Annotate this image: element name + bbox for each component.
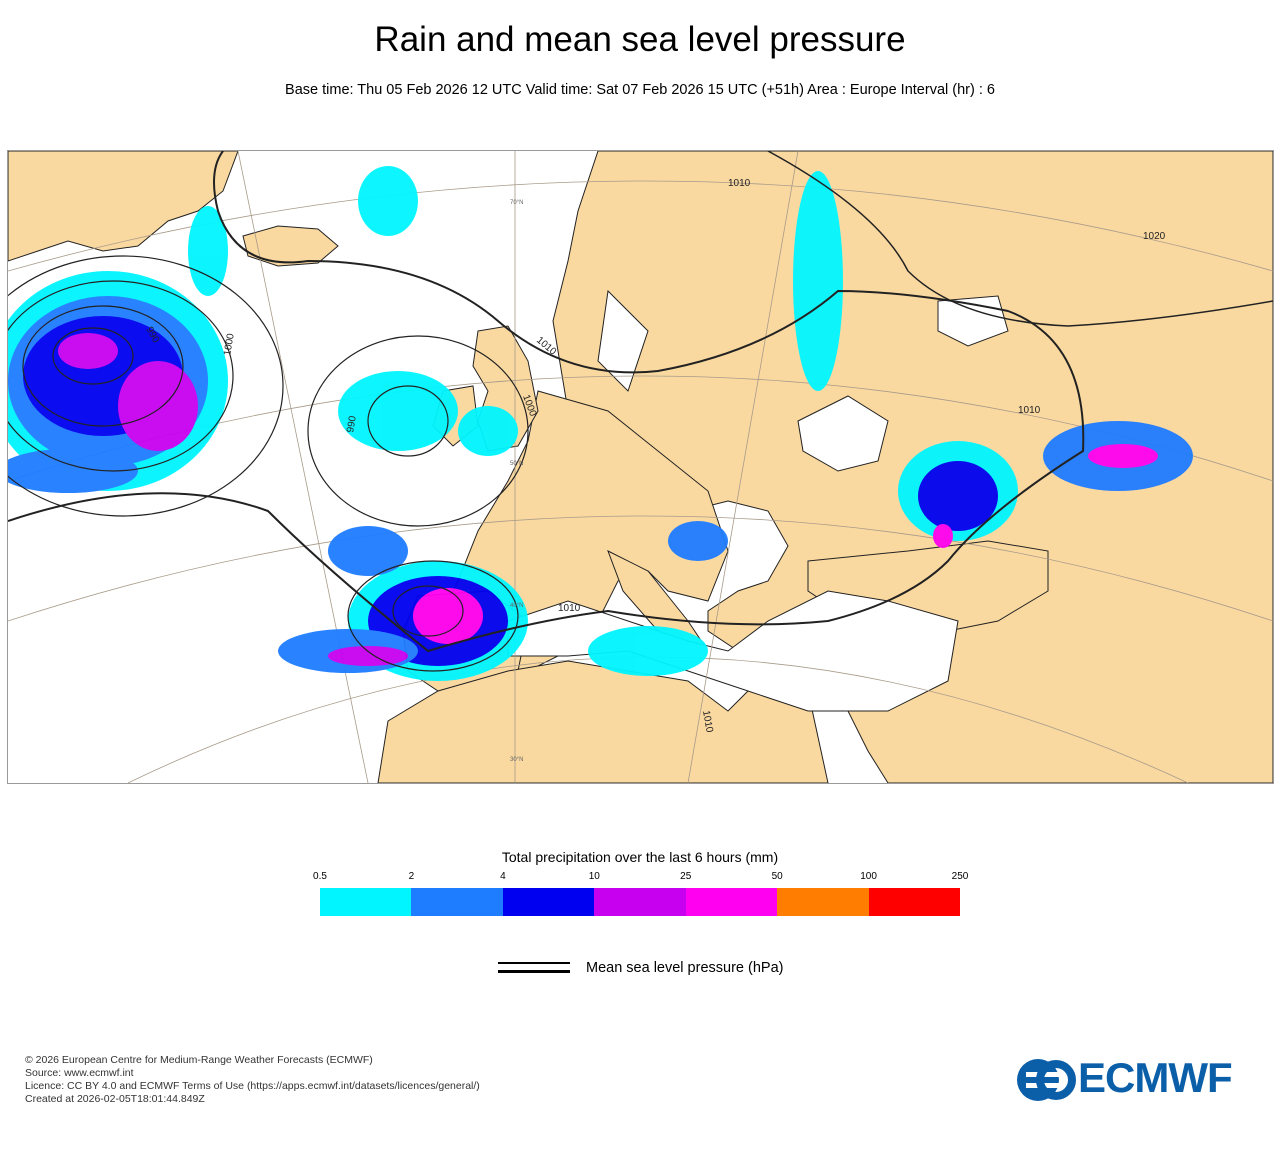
- mslp-label: Mean sea level pressure (hPa): [586, 960, 784, 976]
- contour-label: 990: [345, 415, 359, 434]
- map-subtitle: Base time: Thu 05 Feb 2026 12 UTC Valid …: [285, 82, 995, 98]
- isobar-layer: [8, 151, 1273, 672]
- colorbar-segment: [502, 888, 595, 916]
- legend-title: Total precipitation over the last 6 hour…: [501, 849, 779, 865]
- land-iceland: [242, 225, 339, 267]
- colorbar-segment: [777, 888, 869, 916]
- colorbar-segment: [411, 888, 503, 916]
- tick-label: 0.5: [313, 871, 327, 882]
- contour-label: 1010: [1018, 405, 1041, 416]
- tick-label: 4: [500, 871, 506, 882]
- tick-label: 25: [680, 871, 692, 882]
- tick-label: 250: [951, 871, 969, 882]
- precip-italy: [588, 626, 708, 676]
- tick-label: 10: [588, 871, 600, 882]
- copyright-text: © 2026 European Centre for Medium-Range …: [25, 1054, 373, 1066]
- lat-label: 40°N: [510, 603, 523, 609]
- map-title: Rain and mean sea level pressure: [374, 20, 906, 59]
- contour-label: 1000: [222, 332, 237, 356]
- lat-label: 30°N: [510, 757, 523, 763]
- contour-label: 1010: [728, 178, 751, 189]
- mslp-legend: Mean sea level pressure (hPa): [498, 958, 898, 982]
- ecmwf-logo-text: ECMWF: [1078, 1054, 1233, 1101]
- tick-label: 100: [860, 871, 877, 882]
- precip-russia: [793, 171, 843, 391]
- colorbar-segment: [685, 888, 778, 916]
- colorbar-segment: [320, 888, 412, 916]
- source-text: Source: www.ecmwf.int: [25, 1067, 134, 1079]
- created-text: Created at 2026-02-05T18:01:44.849Z: [25, 1093, 205, 1105]
- precip-layer: [8, 166, 1193, 681]
- contour-label-layer: 1010 1020 990 1000 990 1000 1010 1010 10…: [143, 178, 1165, 734]
- lat-label: 50°N: [510, 461, 523, 467]
- mslp-line-sample-bold: [498, 970, 570, 973]
- ecmwf-logo[interactable]: ECMWF: [1016, 1054, 1261, 1104]
- tick-label: 50: [771, 871, 783, 882]
- precip-nw: [338, 371, 458, 451]
- lat-label-layer: 70°N 50°N 40°N 30°N: [510, 200, 523, 763]
- tick-label: 2: [408, 871, 415, 882]
- precip-colorbar: [320, 888, 960, 916]
- sea-black: [797, 395, 889, 472]
- lat-label: 70°N: [510, 200, 523, 206]
- contour-label: 1010: [700, 710, 715, 734]
- colorbar-segment: [868, 888, 960, 916]
- ecmwf-logo-icon: [1017, 1059, 1076, 1101]
- land-greenland: [8, 151, 239, 262]
- colorbar-segment: [594, 888, 686, 916]
- map-canvas: 1010 1020 990 1000 990 1000 1010 1010 10…: [8, 151, 1273, 783]
- licence-text: Licence: CC BY 4.0 and ECMWF Terms of Us…: [25, 1080, 480, 1092]
- mslp-line-sample: [498, 962, 570, 964]
- contour-label: 1010: [558, 603, 581, 614]
- contour-label: 1020: [1143, 231, 1166, 242]
- sea-baltic: [597, 289, 649, 392]
- colorbar-ticks: 0.5 2 4 10 25 50 100 250: [313, 871, 968, 885]
- forecast-map[interactable]: 1010 1020 990 1000 990 1000 1010 1010 10…: [7, 150, 1274, 784]
- footer: © 2026 European Centre for Medium-Range …: [25, 1054, 480, 1106]
